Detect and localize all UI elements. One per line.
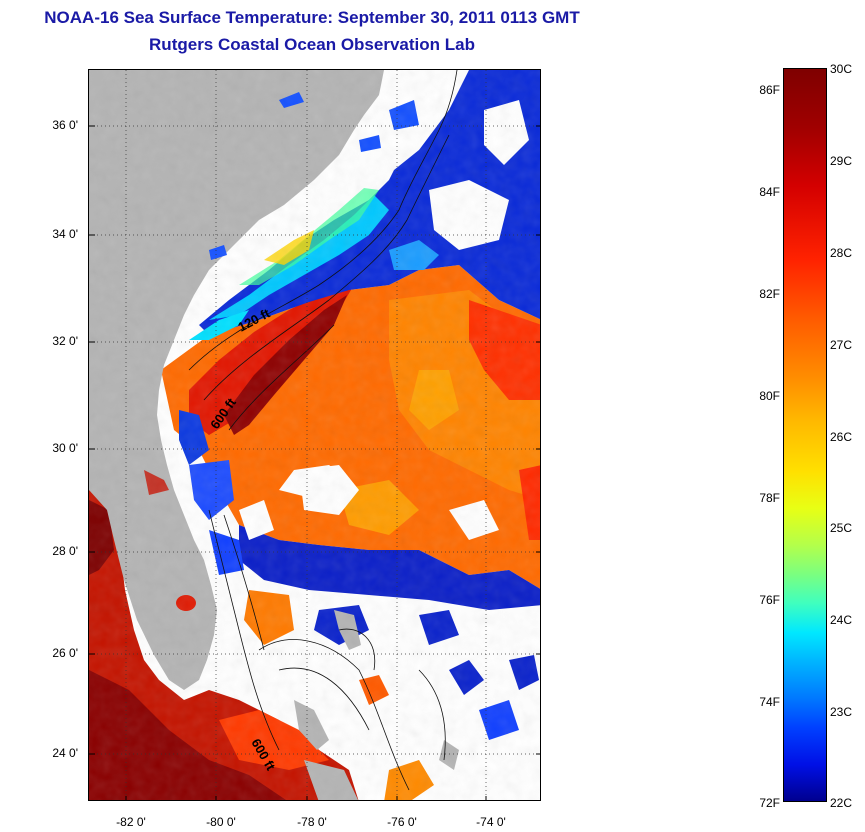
colorbar-label-80f: 80F [759, 389, 780, 403]
lat-label-32: 32 0' [52, 334, 78, 348]
colorbar-label-78f: 78F [759, 491, 780, 505]
colorbar-label-22c: 22C [830, 796, 853, 810]
colorbar-label-76f: 76F [759, 593, 780, 607]
colorbar-label-84f: 84F [759, 185, 780, 199]
colorbar-label-86f: 86F [759, 83, 780, 97]
lon-label-74: -74 0' [476, 815, 506, 829]
colorbar-label-24c: 24C [830, 613, 853, 627]
colorbar-label-26c: 26C [830, 430, 853, 444]
lon-label-80: -80 0' [206, 815, 236, 829]
lon-label-82: -82 0' [116, 815, 146, 829]
lat-label-28: 28 0' [52, 544, 78, 558]
title-line-2: Rutgers Coastal Ocean Observation Lab [149, 35, 475, 54]
sst-map: 120 ft 600 ft 600 ft [88, 69, 541, 801]
temperature-colorbar [783, 68, 827, 802]
lat-label-36: 36 0' [52, 118, 78, 132]
lat-label-26: 26 0' [52, 646, 78, 660]
lat-label-34: 34 0' [52, 227, 78, 241]
colorbar-label-23c: 23C [830, 705, 853, 719]
lon-label-76: -76 0' [387, 815, 417, 829]
colorbar-label-30c: 30C [830, 62, 853, 76]
colorbar-label-28c: 28C [830, 246, 853, 260]
colorbar-label-72f: 72F [759, 796, 780, 810]
colorbar-label-74f: 74F [759, 695, 780, 709]
colorbar-label-25c: 25C [830, 521, 853, 535]
bathymetry-contours [188, 70, 458, 791]
title-line-1: NOAA-16 Sea Surface Temperature: Septemb… [44, 8, 580, 27]
colorbar-label-82f: 82F [759, 287, 780, 301]
sst-map-image: 120 ft 600 ft 600 ft [89, 70, 540, 800]
lat-label-30: 30 0' [52, 441, 78, 455]
lat-label-24: 24 0' [52, 746, 78, 760]
colorbar-label-27c: 27C [830, 338, 853, 352]
lon-label-78: -78 0' [297, 815, 327, 829]
colorbar-label-29c: 29C [830, 154, 853, 168]
